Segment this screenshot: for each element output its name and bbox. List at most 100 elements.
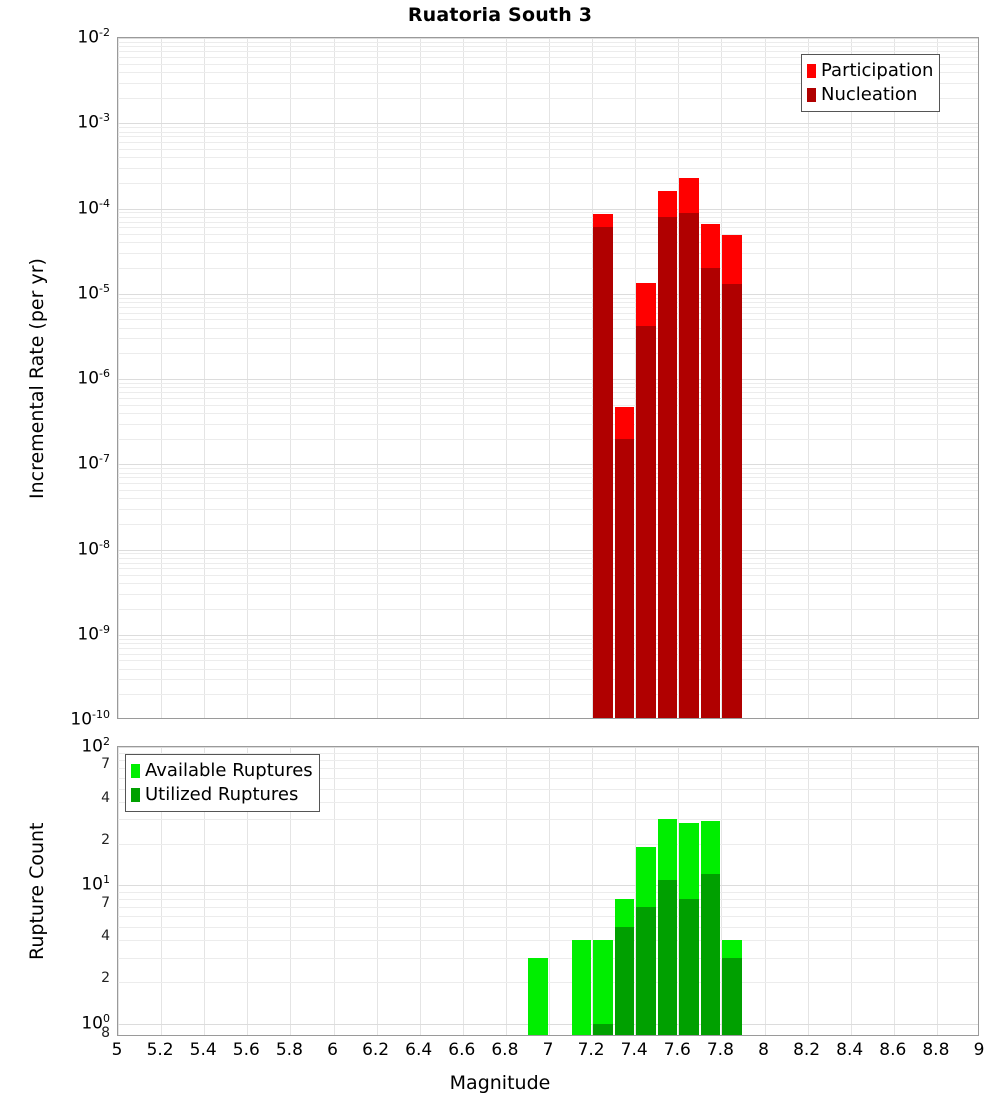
gridline-horizontal bbox=[118, 387, 978, 389]
gridline-horizontal bbox=[118, 553, 978, 555]
x-axis-tick-label: 9 bbox=[973, 1040, 985, 1060]
x-axis-tick-label: 6.6 bbox=[448, 1040, 476, 1060]
gridline-horizontal bbox=[118, 412, 978, 414]
gridline-horizontal bbox=[118, 253, 978, 255]
gridline-horizontal bbox=[118, 242, 978, 244]
gridline-horizontal bbox=[118, 438, 978, 440]
gridline-horizontal bbox=[118, 227, 978, 229]
gridline-horizontal bbox=[118, 643, 978, 644]
gridline-horizontal bbox=[118, 312, 978, 314]
gridline-horizontal bbox=[118, 819, 978, 821]
y-axis-tick-label: 100 bbox=[81, 1011, 110, 1034]
gridline-vertical bbox=[462, 38, 464, 718]
legend-swatch-icon bbox=[807, 64, 816, 78]
y-axis-tick-label: 10-8 bbox=[77, 537, 110, 560]
gridline-horizontal bbox=[118, 981, 978, 983]
gridline-horizontal bbox=[118, 1023, 978, 1025]
gridline-horizontal bbox=[118, 802, 978, 804]
gridline-vertical bbox=[247, 38, 249, 718]
gridline-horizontal bbox=[118, 472, 978, 474]
x-axis-tick-label: 7.4 bbox=[620, 1040, 648, 1060]
bar-utilized-ruptures bbox=[657, 879, 678, 1035]
gridline-horizontal bbox=[118, 660, 978, 662]
x-axis-tick-label: 6.4 bbox=[405, 1040, 433, 1060]
x-axis-tick-label: 6 bbox=[327, 1040, 338, 1060]
x-axis-tick-label: 7.8 bbox=[706, 1040, 734, 1060]
y-axis-tick-label: 4 bbox=[101, 928, 110, 945]
y-axis-tick-label: 2 bbox=[101, 969, 110, 986]
gridline-vertical bbox=[592, 747, 594, 1035]
gridline-horizontal bbox=[118, 46, 978, 48]
gridline-horizontal bbox=[118, 694, 978, 696]
gridline-horizontal bbox=[118, 392, 978, 394]
gridline-vertical bbox=[635, 38, 637, 718]
gridline-vertical bbox=[247, 747, 249, 1035]
gridline-horizontal bbox=[118, 634, 978, 636]
gridline-vertical bbox=[721, 747, 723, 1035]
top-y-axis-title: Incremental Rate (per yr) bbox=[26, 257, 48, 499]
legend-label: Utilized Ruptures bbox=[145, 784, 299, 805]
gridline-horizontal bbox=[118, 575, 978, 577]
y-axis-tick-label: 10-9 bbox=[77, 622, 110, 645]
bar-nucleation bbox=[614, 438, 635, 718]
gridline-vertical bbox=[161, 38, 163, 718]
x-axis-tick-label: 8.6 bbox=[879, 1040, 907, 1060]
gridline-vertical bbox=[893, 38, 895, 718]
gridline-vertical bbox=[635, 747, 637, 1035]
gridline-horizontal bbox=[118, 843, 978, 845]
page-title: Ruatoria South 3 bbox=[407, 4, 593, 26]
gridline-vertical bbox=[462, 747, 464, 1035]
y-axis-tick-label: 102 bbox=[81, 735, 110, 757]
gridline-vertical bbox=[764, 38, 766, 718]
gridline-vertical bbox=[678, 747, 680, 1035]
gridline-horizontal bbox=[118, 63, 978, 65]
bar-nucleation bbox=[700, 268, 721, 718]
gridline-horizontal bbox=[118, 609, 978, 611]
gridline-horizontal bbox=[118, 82, 978, 84]
bar-nucleation bbox=[679, 213, 699, 718]
gridline-horizontal bbox=[118, 382, 978, 384]
gridline-horizontal bbox=[118, 216, 978, 218]
gridline-vertical bbox=[419, 747, 421, 1035]
gridline-horizontal bbox=[118, 557, 978, 559]
gridline-vertical bbox=[333, 38, 335, 718]
gridline-horizontal bbox=[118, 647, 978, 649]
bar-utilized-ruptures bbox=[700, 874, 721, 1035]
gridline-horizontal bbox=[118, 549, 978, 551]
x-axis-tick-label: 5 bbox=[111, 1040, 123, 1060]
y-axis-tick-label: 4 bbox=[101, 790, 110, 807]
gridline-horizontal bbox=[118, 268, 978, 270]
gridline-vertical bbox=[290, 38, 292, 718]
gridline-horizontal bbox=[118, 679, 978, 681]
bar-available-ruptures bbox=[593, 940, 613, 1035]
legend-entry: Nucleation bbox=[807, 83, 933, 107]
gridline-horizontal bbox=[118, 302, 978, 303]
legend-entry: Utilized Ruptures bbox=[131, 783, 313, 807]
top-legend: Participation Nucleation bbox=[801, 54, 941, 112]
x-axis-title: Magnitude bbox=[449, 1072, 551, 1094]
gridline-vertical bbox=[161, 747, 163, 1035]
y-axis-tick-label: 10-10 bbox=[70, 708, 110, 730]
y-axis-tick-label: 10-2 bbox=[77, 26, 110, 48]
bar-nucleation bbox=[722, 284, 742, 718]
x-axis-tick-label: 8 bbox=[758, 1040, 769, 1060]
gridline-vertical bbox=[807, 38, 809, 718]
legend-swatch-icon bbox=[131, 764, 140, 778]
gridline-horizontal bbox=[118, 508, 978, 510]
gridline-vertical bbox=[505, 38, 507, 718]
gridline-horizontal bbox=[118, 148, 978, 150]
y-axis-tick-label: 101 bbox=[81, 873, 110, 895]
legend-entry: Available Ruptures bbox=[131, 759, 313, 783]
gridline-horizontal bbox=[118, 768, 978, 770]
gridline-horizontal bbox=[118, 788, 978, 790]
gridline-horizontal bbox=[118, 127, 978, 129]
bar-nucleation bbox=[657, 216, 678, 718]
x-axis-tick-label: 6.8 bbox=[491, 1040, 519, 1060]
gridline-vertical bbox=[721, 38, 723, 718]
gridline-horizontal bbox=[118, 404, 978, 406]
gridline-vertical bbox=[850, 38, 852, 718]
bar-utilized-ruptures bbox=[636, 906, 656, 1035]
gridline-horizontal bbox=[118, 523, 978, 525]
gridline-horizontal bbox=[118, 885, 978, 887]
